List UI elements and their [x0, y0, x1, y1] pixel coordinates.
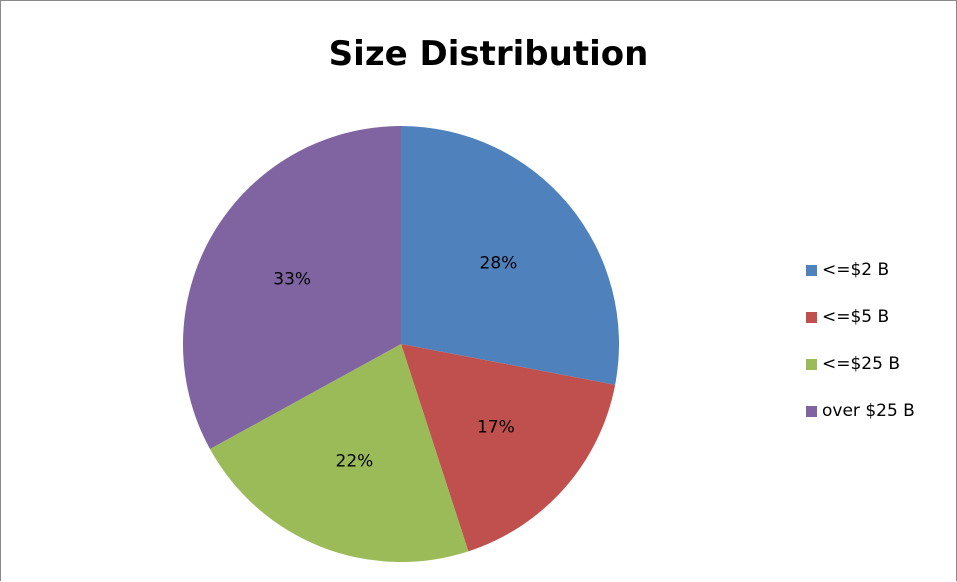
legend-swatch [806, 265, 817, 276]
chart-title: Size Distribution [328, 34, 649, 74]
pie-slice-3 [209, 344, 469, 562]
pie-slice-2 [401, 344, 616, 552]
pie-slice-4 [183, 126, 401, 450]
legend-label: <=$5 B [822, 307, 890, 327]
pie-data-label-3: 22% [336, 452, 374, 472]
legend-swatch [806, 359, 817, 370]
pie-data-label-1: 28% [480, 253, 518, 273]
pie-data-label-4: 33% [273, 270, 311, 290]
legend-label: <=$25 B [822, 354, 901, 374]
pie-slice-1 [401, 126, 619, 385]
legend-label: over $25 B [822, 401, 915, 421]
legend-swatch [806, 406, 817, 417]
pie-data-label-2: 17% [477, 418, 515, 438]
legend-swatch [806, 312, 817, 323]
legend-label: <=$2 B [822, 260, 890, 280]
